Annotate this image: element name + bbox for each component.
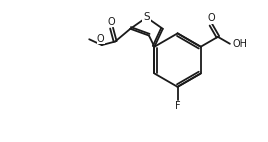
Text: O: O [108, 17, 116, 27]
Text: OH: OH [233, 39, 248, 49]
Text: S: S [143, 12, 150, 22]
Text: O: O [207, 13, 215, 23]
Text: O: O [97, 34, 105, 44]
Text: F: F [175, 101, 180, 111]
